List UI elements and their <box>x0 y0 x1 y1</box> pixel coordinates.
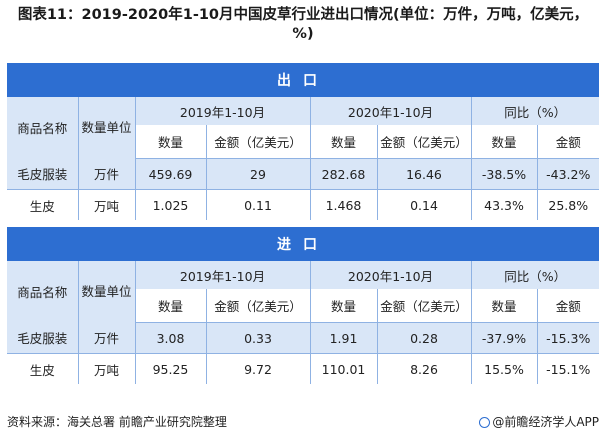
qty-2020: 1.91 <box>309 322 377 354</box>
import-col-unit: 数量单位 <box>77 261 135 323</box>
amount-2019: 0.11 <box>205 189 310 220</box>
table-row: 毛皮服装 万件 3.08 0.33 1.91 0.28 -37.9% -15.3… <box>7 322 599 354</box>
amount-2020: 0.28 <box>376 322 471 354</box>
unit: 万件 <box>77 322 135 354</box>
export-yoy: 同比（%） <box>470 97 599 125</box>
import-qty-2020: 数量 <box>309 289 377 323</box>
qty-2020: 1.468 <box>309 189 377 220</box>
export-amount-2020: 金额（亿美元） <box>376 125 471 159</box>
amount-2020: 16.46 <box>376 158 471 190</box>
unit: 万吨 <box>77 189 135 220</box>
qty-yoy: -37.9% <box>470 322 537 354</box>
import-col-product: 商品名称 <box>7 261 78 323</box>
export-amount-yoy: 金额 <box>536 125 599 159</box>
export-table: 出口 商品名称 数量单位 2019年1-10月 2020年1-10月 同比（%）… <box>7 63 599 220</box>
qty-yoy: 43.3% <box>470 189 537 220</box>
import-qty-yoy: 数量 <box>470 289 537 323</box>
source-note: 资料来源：海关总署 前瞻产业研究院整理 <box>7 415 227 429</box>
export-col-product: 商品名称 <box>7 97 78 159</box>
product-name: 生皮 <box>29 362 55 378</box>
export-col-unit: 数量单位 <box>77 97 135 159</box>
brand-logo-icon <box>479 417 491 428</box>
amount-2019: 9.72 <box>205 353 310 384</box>
unit: 万件 <box>77 158 135 190</box>
import-period-2020: 2020年1-10月 <box>309 261 471 289</box>
amount-2019: 29 <box>205 158 310 190</box>
export-qty-2019: 数量 <box>134 125 206 159</box>
qty-yoy: -38.5% <box>470 158 537 190</box>
import-amount-yoy: 金额 <box>536 289 599 323</box>
unit: 万吨 <box>77 353 135 384</box>
amount-2020: 8.26 <box>376 353 471 384</box>
table-row: 毛皮服装 万件 459.69 29 282.68 16.46 -38.5% -4… <box>7 158 599 190</box>
amount-yoy: -43.2% <box>536 158 599 190</box>
qty-2020: 110.01 <box>309 353 377 384</box>
amount-2019: 0.33 <box>205 322 310 354</box>
product-name: 毛皮服装 <box>7 158 78 190</box>
amount-yoy: -15.1% <box>536 353 599 384</box>
export-period-2020: 2020年1-10月 <box>309 97 471 125</box>
brand-credit: @前瞻经济学人APP <box>479 413 599 430</box>
qty-2019: 459.69 <box>134 158 206 190</box>
export-period-2019: 2019年1-10月 <box>134 97 310 125</box>
import-yoy: 同比（%） <box>470 261 599 289</box>
export-section-header: 出口 <box>7 63 599 97</box>
table-row: 生皮 万吨 95.25 9.72 110.01 8.26 15.5% -15.1… <box>7 353 599 384</box>
import-section-header: 进口 <box>7 227 599 261</box>
import-table: 进口 商品名称 数量单位 2019年1-10月 2020年1-10月 同比（%）… <box>7 227 599 384</box>
qty-2020: 282.68 <box>309 158 377 190</box>
amount-yoy: 25.8% <box>536 189 599 220</box>
product-name: 生皮 <box>29 198 55 214</box>
qty-yoy: 15.5% <box>470 353 537 384</box>
export-qty-yoy: 数量 <box>470 125 537 159</box>
figure-title: 图表11：2019-2020年1-10月中国皮草行业进出口情况(单位：万件，万吨… <box>17 7 589 42</box>
qty-2019: 95.25 <box>134 353 206 384</box>
qty-2019: 3.08 <box>134 322 206 354</box>
import-period-2019: 2019年1-10月 <box>134 261 310 289</box>
export-amount-2019: 金额（亿美元） <box>205 125 310 159</box>
export-qty-2020: 数量 <box>309 125 377 159</box>
import-qty-2019: 数量 <box>134 289 206 323</box>
amount-2020: 0.14 <box>376 189 471 220</box>
qty-2019: 1.025 <box>134 189 206 220</box>
product-name: 毛皮服装 <box>7 322 78 354</box>
import-amount-2019: 金额（亿美元） <box>205 289 310 323</box>
import-amount-2020: 金额（亿美元） <box>376 289 471 323</box>
table-row: 生皮 万吨 1.025 0.11 1.468 0.14 43.3% 25.8% <box>7 189 599 220</box>
amount-yoy: -15.3% <box>536 322 599 354</box>
